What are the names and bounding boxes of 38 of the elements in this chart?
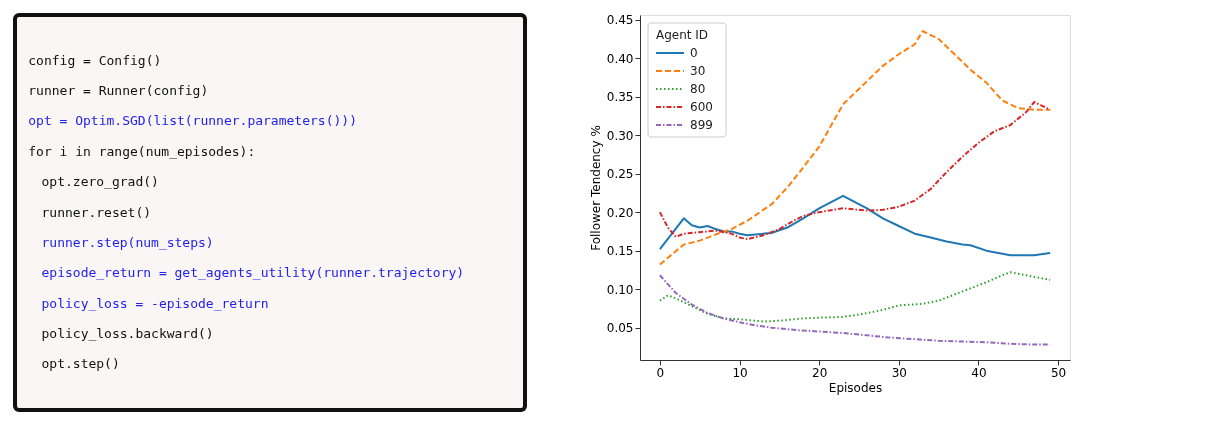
text: runner.step(num_steps): [41, 234, 214, 250]
x-tick-label: 40: [971, 365, 987, 380]
y-tick-label: 0.05: [606, 321, 634, 336]
text: policy_loss = -episode_return: [41, 295, 269, 311]
legend-label: 80: [690, 82, 706, 96]
legend-label: 0: [690, 46, 698, 60]
x-tick-label: 50: [1050, 365, 1067, 380]
line-series: [658, 271, 1052, 323]
x-tick-label: 30: [891, 365, 907, 380]
y-tick-label: 0.40: [606, 51, 634, 66]
legend-label: 600: [690, 100, 713, 114]
text: episode_return = get_agents_utility(runner.trajectory): [41, 265, 465, 281]
x-axis-title: Episodes: [828, 380, 883, 395]
y-axis-title: Follower Tendency %: [588, 125, 603, 251]
text: for i in range(num_episodes):: [28, 143, 256, 159]
x-tick-label: 0: [656, 365, 665, 380]
text: policy_loss.backward(): [41, 326, 214, 342]
y-tick-label: 0.45: [606, 13, 634, 28]
y-tick-label: 0.15: [606, 244, 634, 259]
text: runner.reset(): [41, 204, 152, 220]
text: opt.zero_grad(): [41, 174, 159, 190]
text: config = Config(): [28, 52, 162, 68]
legend-label: 30: [690, 64, 706, 78]
y-tick-label: 0.10: [606, 282, 634, 297]
legend-title: Agent ID: [656, 28, 709, 42]
y-tick-label: 0.30: [606, 128, 634, 143]
y-tick-label: 0.20: [606, 205, 634, 220]
x-tick-label: 20: [812, 365, 828, 380]
text: opt = Optim.SGD(list(runner.parameters())): [28, 113, 357, 129]
y-tick-label: 0.25: [606, 167, 634, 182]
line-series: [658, 30, 1052, 266]
y-tick-label: 0.35: [606, 90, 634, 105]
text: runner = Runner(config): [28, 82, 209, 98]
x-tick-label: 10: [732, 365, 748, 380]
text: opt.step(): [41, 356, 120, 372]
line-series: [658, 101, 1052, 241]
line-series: [658, 194, 1052, 257]
legend-label: 899: [690, 118, 713, 132]
